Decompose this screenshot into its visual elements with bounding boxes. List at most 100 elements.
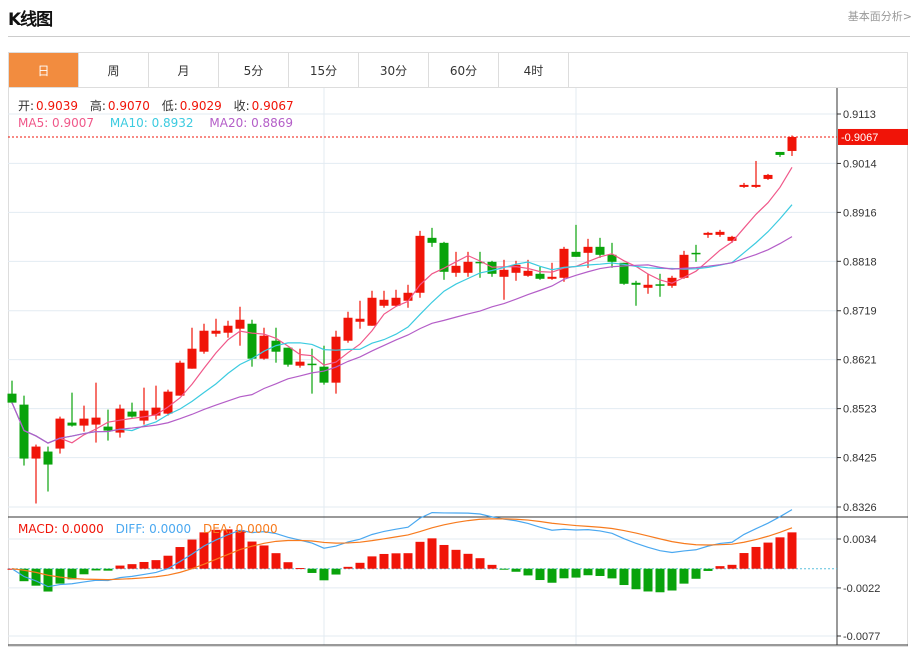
candle-down [427,237,437,243]
macd-bar [595,568,605,576]
current-price-badge [838,128,908,145]
macd-bar [655,568,665,593]
macd-bar [163,555,173,569]
candle-up [559,248,569,278]
candle-up [679,254,689,278]
candle-up [379,299,389,306]
macd-bar [451,549,461,569]
macd-bar [571,568,581,578]
high-label: 高: [89,99,106,113]
fundamental-analysis-link[interactable]: 基本面分析> [847,10,912,23]
price-tick-label: 0.8326 [843,502,877,514]
candle-up [751,184,761,187]
price-tick-label: 0.8621 [843,355,877,367]
macd-bar [643,568,653,592]
price-tick-label: 0.9113 [843,109,876,121]
candle-up [739,184,749,187]
candle-up [391,297,401,306]
tab-day[interactable]: 日 [9,53,79,87]
candle-up [295,361,305,366]
candle-up [523,270,533,276]
ohlc-legend: 开: 0.9039 高: 0.9070 低: 0.9029 收: 0.9067 [18,97,296,114]
macd-bar [331,568,341,575]
dea-line [11,518,793,581]
macd-bar [127,564,137,569]
tab-30min[interactable]: 30分 [359,53,429,87]
close-label: 收: [233,99,250,113]
candle-up [91,417,101,425]
macd-bar [787,532,797,569]
price-tick-label: 0.8818 [843,256,877,268]
candle-up [259,335,269,359]
macd-bar [511,568,521,572]
high-value: 0.9070 [107,99,150,113]
price-tick-label: 0.8425 [843,453,877,465]
tab-month[interactable]: 月 [149,53,219,87]
macd-bar [751,546,761,569]
macd-bar [427,538,437,569]
macd-bar [715,566,725,569]
divider [8,36,910,37]
candle-up [667,277,677,286]
tab-5min[interactable]: 5分 [219,53,289,87]
macd-bar [403,553,413,569]
macd-bar [607,568,617,579]
macd-bar [763,542,773,569]
macd-bar [679,568,689,584]
candle-up [451,265,461,273]
macd-bar [619,568,629,586]
candle-up [463,261,473,273]
candle-up [511,264,521,273]
candle-up [55,418,65,449]
ma20-value: MA20: 0.8869 [209,116,294,130]
macd-bar [391,553,401,569]
macd-bar [199,532,209,569]
candle-down [607,254,617,262]
candle-down [103,426,113,431]
macd-tick-label: -0.0077 [843,631,880,643]
macd-bar [283,562,293,569]
macd-bar [415,541,425,569]
macd-bar [31,568,41,586]
candle-up [151,407,161,416]
macd-bar [19,568,29,582]
macd-bar [79,568,89,575]
candle-down [631,282,641,285]
ma20-line [11,236,793,444]
macd-bar [631,568,641,590]
dea-value: DEA: 0.0000 [202,522,278,536]
macd-bar [343,566,353,569]
tab-4hour[interactable]: 4时 [499,53,569,87]
candle-down [619,262,629,284]
macd-bar [583,568,593,576]
low-label: 低: [161,99,178,113]
price-tick-label: 0.8719 [843,306,877,318]
tab-week[interactable]: 周 [79,53,149,87]
candle-up [727,236,737,241]
macd-bar [463,553,473,569]
candle-up [175,362,185,396]
macd-bar [247,541,257,569]
macd-bar [115,565,125,569]
tab-60min[interactable]: 60分 [429,53,499,87]
candle-down [571,251,581,257]
candle-up [415,235,425,293]
macd-value: MACD: 0.0000 [18,522,104,536]
macd-bar [367,556,377,569]
candle-up [199,330,209,352]
macd-bar [499,568,509,570]
candle-down [691,252,701,255]
macd-bar [223,529,233,569]
candle-up [235,319,245,329]
tab-15min[interactable]: 15分 [289,53,359,87]
macd-bar [43,568,53,592]
macd-bar [547,568,557,583]
candle-up [583,246,593,253]
ma5-line [11,167,793,444]
ma5-value: MA5: 0.9007 [18,116,95,130]
candle-down [535,273,545,279]
macd-bar [691,568,701,579]
macd-bar [523,568,533,576]
candle-down [43,451,53,465]
